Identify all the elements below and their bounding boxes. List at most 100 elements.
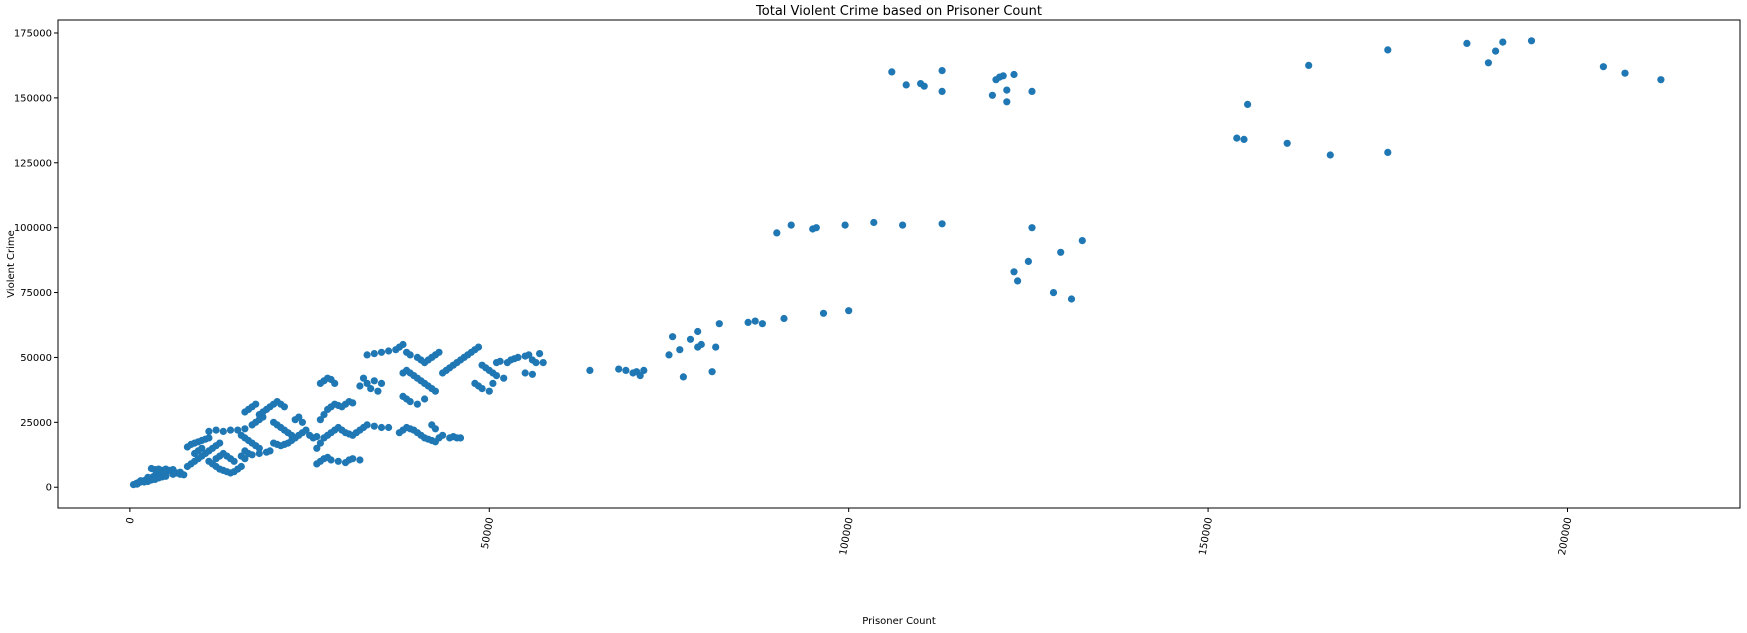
data-point [1233, 134, 1241, 142]
data-point [938, 220, 946, 228]
data-point [812, 224, 820, 232]
data-point [356, 456, 364, 464]
y-tick-label: 75000 [20, 288, 52, 299]
data-point [1492, 47, 1500, 55]
data-point [298, 418, 306, 426]
data-point [230, 457, 238, 465]
data-point [144, 477, 152, 486]
data-point [313, 444, 321, 452]
y-axis-label: Violent Crime [6, 230, 17, 298]
data-point [406, 351, 414, 359]
data-point [370, 422, 378, 430]
data-point [377, 423, 386, 432]
data-point [474, 343, 483, 351]
data-point [198, 444, 206, 452]
data-point [679, 373, 688, 381]
data-point [151, 475, 159, 483]
data-point [226, 426, 235, 434]
data-point [902, 81, 910, 89]
data-point [492, 372, 501, 380]
data-point [841, 221, 849, 229]
data-point [374, 387, 382, 395]
data-point [295, 413, 303, 421]
x-tick-label: 150000 [1198, 517, 1215, 557]
data-point [888, 68, 896, 76]
data-point [435, 348, 443, 356]
data-point [377, 348, 386, 356]
data-points [129, 37, 1665, 489]
data-point [1067, 295, 1076, 303]
data-point [1527, 37, 1536, 45]
data-point [370, 350, 378, 358]
data-point [715, 320, 723, 328]
data-point [870, 218, 878, 227]
data-point [237, 462, 245, 471]
y-tick-label: 0 [46, 483, 52, 494]
data-point [536, 350, 544, 358]
data-point [1305, 61, 1313, 69]
data-point [521, 369, 529, 377]
data-point [180, 471, 188, 479]
data-point [697, 340, 705, 349]
data-point [744, 318, 752, 326]
y-tick-label: 50000 [20, 353, 52, 364]
data-point [255, 444, 263, 452]
data-point [377, 379, 386, 387]
data-point [363, 421, 371, 429]
data-point [1326, 151, 1334, 159]
data-point [248, 451, 256, 459]
data-point [241, 425, 249, 433]
data-point [669, 333, 677, 341]
data-point [1049, 289, 1058, 297]
data-point [334, 457, 342, 465]
data-point [241, 455, 249, 463]
data-point [1028, 224, 1036, 232]
data-point [525, 351, 533, 359]
y-tick-label: 125000 [14, 158, 52, 169]
data-point [1003, 86, 1011, 94]
data-point [1463, 39, 1471, 48]
data-point [758, 320, 767, 328]
x-axis-label: Prisoner Count [862, 616, 936, 627]
data-point [899, 221, 907, 229]
x-tick-label: 200000 [1557, 517, 1574, 557]
data-point [133, 480, 141, 488]
data-point [349, 399, 357, 407]
data-point [266, 447, 274, 455]
data-point [496, 357, 504, 365]
data-point [363, 351, 371, 359]
data-point [1240, 135, 1248, 143]
y-tick-label: 100000 [14, 223, 52, 234]
data-point [1014, 277, 1022, 285]
data-point [234, 426, 242, 434]
data-point [162, 472, 170, 480]
data-point [999, 72, 1007, 80]
data-point [528, 370, 537, 378]
x-tick-label: 100000 [838, 517, 855, 557]
data-point [514, 353, 522, 361]
data-point [216, 439, 224, 447]
data-point [1028, 87, 1036, 95]
data-point [421, 395, 429, 403]
data-point [712, 343, 720, 351]
data-point [636, 372, 644, 380]
data-point [1657, 76, 1665, 84]
data-point [456, 434, 465, 442]
chart-title: Total Violent Crime based on Prisoner Co… [755, 4, 1042, 19]
y-tick-label: 175000 [14, 28, 52, 39]
data-point [219, 427, 227, 435]
data-point [615, 365, 623, 373]
data-point [316, 416, 324, 424]
data-point [1384, 46, 1392, 54]
data-point [363, 379, 371, 387]
data-point [327, 456, 335, 464]
x-tick-label: 0 [125, 517, 137, 525]
data-point [367, 385, 375, 393]
data-point [385, 347, 393, 355]
data-point [385, 423, 393, 432]
data-point [539, 359, 547, 367]
data-point [331, 379, 339, 387]
data-point [1057, 248, 1065, 256]
data-point [1078, 237, 1086, 245]
